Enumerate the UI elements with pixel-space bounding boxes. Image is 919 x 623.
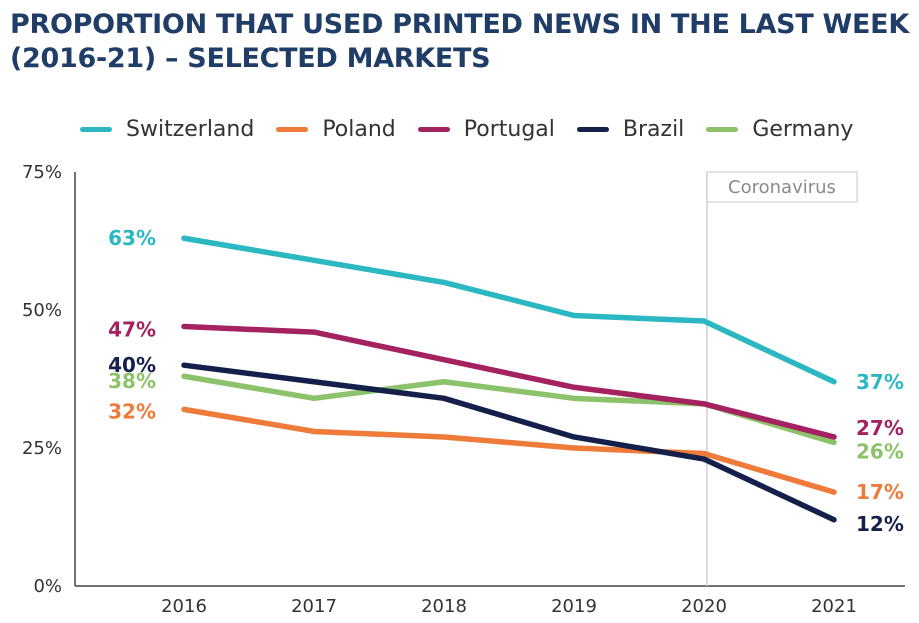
start-label-switzerland: 63% bbox=[108, 226, 156, 250]
series-line-poland bbox=[184, 409, 834, 492]
end-label-portugal: 27% bbox=[856, 416, 904, 440]
end-label-switzerland: 37% bbox=[856, 370, 904, 394]
series-line-switzerland bbox=[184, 238, 834, 382]
y-tick-label: 75% bbox=[22, 162, 62, 183]
x-tick-label: 2020 bbox=[681, 596, 727, 617]
start-label-poland: 32% bbox=[108, 399, 156, 423]
y-tick-label: 25% bbox=[22, 438, 62, 459]
x-tick-label: 2019 bbox=[551, 596, 597, 617]
x-tick-label: 2021 bbox=[811, 596, 857, 617]
start-label-portugal: 47% bbox=[108, 318, 156, 342]
end-label-brazil: 12% bbox=[856, 512, 904, 536]
annotation-label: Coronavirus bbox=[728, 177, 836, 198]
y-tick-label: 50% bbox=[22, 300, 62, 321]
x-tick-label: 2017 bbox=[291, 596, 337, 617]
end-label-poland: 17% bbox=[856, 480, 904, 504]
end-label-germany: 26% bbox=[856, 439, 904, 463]
start-label-germany: 38% bbox=[108, 369, 156, 393]
y-tick-label: 0% bbox=[33, 576, 62, 597]
x-tick-label: 2016 bbox=[161, 596, 207, 617]
x-tick-label: 2018 bbox=[421, 596, 467, 617]
